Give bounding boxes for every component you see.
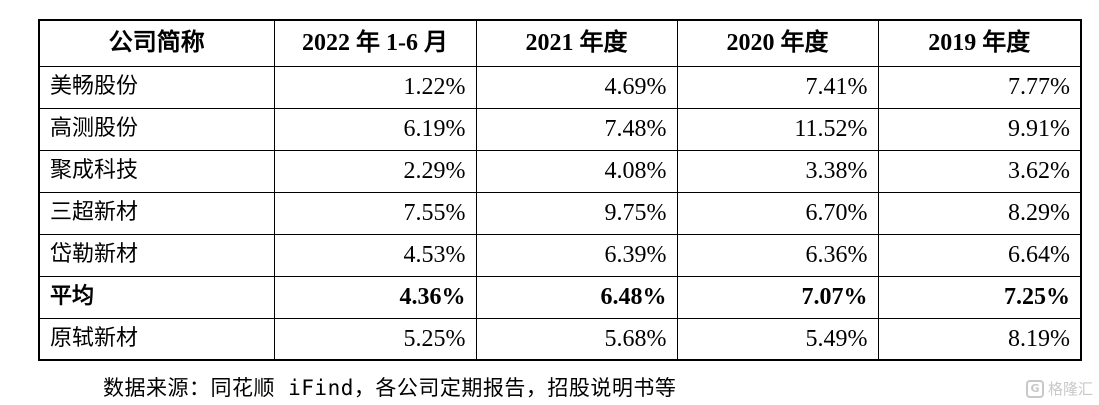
value-cell: 9.91%	[877, 107, 1082, 151]
company-name: 原轼新材	[38, 317, 275, 361]
value-cell: 11.52%	[676, 107, 879, 151]
watermark-logo-icon: G	[1025, 379, 1044, 398]
value-cell: 1.22%	[273, 65, 477, 109]
table-row: 聚成科技 2.29% 4.08% 3.38% 3.62%	[38, 149, 1082, 193]
average-value: 7.07%	[676, 275, 879, 319]
value-cell: 7.48%	[475, 107, 678, 151]
company-name: 三超新材	[38, 191, 275, 235]
table-row: 原轼新材 5.25% 5.68% 5.49% 8.19%	[38, 317, 1082, 361]
source-note: 数据来源：同花顺 iFind，各公司定期报告，招股说明书等	[103, 376, 677, 400]
header-company: 公司简称	[38, 19, 275, 67]
table-header-row: 公司简称 2022 年 1-6 月 2021 年度 2020 年度 2019 年…	[38, 19, 1082, 67]
company-name: 聚成科技	[38, 149, 275, 193]
value-cell: 4.53%	[273, 233, 477, 277]
company-name: 高测股份	[38, 107, 275, 151]
value-cell: 6.64%	[877, 233, 1082, 277]
value-cell: 6.39%	[475, 233, 678, 277]
company-name: 美畅股份	[38, 65, 275, 109]
value-cell: 3.62%	[877, 149, 1082, 193]
average-label: 平均	[38, 275, 275, 319]
comparison-table: 公司简称 2022 年 1-6 月 2021 年度 2020 年度 2019 年…	[38, 19, 1082, 361]
value-cell: 5.68%	[475, 317, 678, 361]
value-cell: 4.69%	[475, 65, 678, 109]
value-cell: 4.08%	[475, 149, 678, 193]
header-2019: 2019 年度	[877, 19, 1082, 67]
watermark: G 格隆汇	[1025, 378, 1093, 399]
table-row: 岱勒新材 4.53% 6.39% 6.36% 6.64%	[38, 233, 1082, 277]
header-2020: 2020 年度	[676, 19, 879, 67]
company-name: 岱勒新材	[38, 233, 275, 277]
header-2021: 2021 年度	[475, 19, 678, 67]
value-cell: 6.36%	[676, 233, 879, 277]
value-cell: 8.19%	[877, 317, 1082, 361]
table-row: 高测股份 6.19% 7.48% 11.52% 9.91%	[38, 107, 1082, 151]
value-cell: 9.75%	[475, 191, 678, 235]
average-value: 7.25%	[877, 275, 1082, 319]
average-value: 4.36%	[273, 275, 477, 319]
table-row: 美畅股份 1.22% 4.69% 7.41% 7.77%	[38, 65, 1082, 109]
value-cell: 5.25%	[273, 317, 477, 361]
watermark-text: 格隆汇	[1047, 380, 1093, 398]
value-cell: 7.55%	[273, 191, 477, 235]
table-row: 三超新材 7.55% 9.75% 6.70% 8.29%	[38, 191, 1082, 235]
average-value: 6.48%	[475, 275, 678, 319]
value-cell: 7.77%	[877, 65, 1082, 109]
header-2022-h1: 2022 年 1-6 月	[273, 19, 477, 67]
value-cell: 5.49%	[676, 317, 879, 361]
value-cell: 6.19%	[273, 107, 477, 151]
value-cell: 2.29%	[273, 149, 477, 193]
value-cell: 8.29%	[877, 191, 1082, 235]
average-row: 平均 4.36% 6.48% 7.07% 7.25%	[38, 275, 1082, 319]
value-cell: 6.70%	[676, 191, 879, 235]
value-cell: 3.38%	[676, 149, 879, 193]
value-cell: 7.41%	[676, 65, 879, 109]
